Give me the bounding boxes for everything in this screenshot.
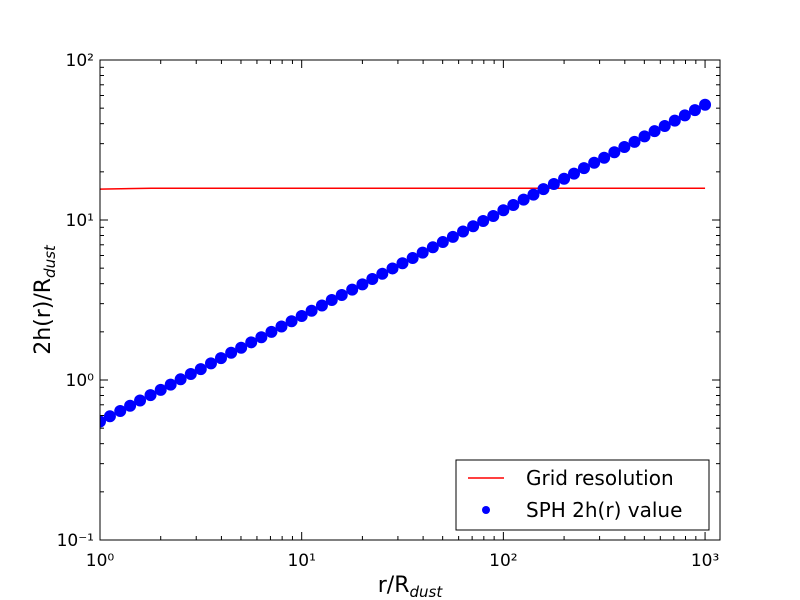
- x-tick-label: 10¹: [287, 551, 315, 571]
- scatter-point: [527, 188, 540, 201]
- scatter-point: [386, 262, 399, 275]
- scatter-point: [255, 331, 268, 344]
- y-tick-label: 10⁰: [66, 371, 95, 391]
- scatter-point: [699, 98, 712, 111]
- scatter-point: [467, 220, 480, 233]
- legend-label: Grid resolution: [526, 466, 674, 490]
- scatter-point: [477, 214, 490, 227]
- scatter-point: [517, 193, 530, 206]
- scatter-point: [144, 389, 157, 402]
- scatter-point: [537, 183, 550, 196]
- scatter-point: [305, 304, 318, 317]
- scatter-point: [134, 394, 147, 407]
- x-label-main: r/R: [378, 573, 410, 598]
- scatter-point: [608, 146, 621, 159]
- scatter-point: [154, 383, 167, 396]
- y-tick-label: 10¹: [66, 211, 94, 231]
- legend-label: SPH 2h(r) value: [526, 498, 682, 522]
- scatter-point: [225, 346, 238, 359]
- scatter-point: [285, 315, 298, 328]
- scatter-point: [648, 125, 661, 138]
- scatter-point: [325, 294, 338, 307]
- scatter-point: [114, 405, 127, 418]
- scatter-point: [588, 156, 601, 169]
- scatter-point: [376, 267, 389, 280]
- scatter-point: [366, 272, 379, 285]
- scatter-point: [356, 278, 369, 291]
- scatter-point: [265, 325, 278, 338]
- scatter-point: [577, 162, 590, 175]
- scatter-point: [628, 135, 641, 148]
- scatter-point: [204, 357, 217, 370]
- plot-frame: [99, 59, 721, 541]
- scatter-point: [275, 320, 288, 333]
- scatter-point: [235, 341, 248, 354]
- scatter-point: [497, 204, 510, 217]
- x-tick-label: 10³: [691, 551, 719, 571]
- scatter-point: [446, 230, 459, 243]
- y-label-main: 2h(r)/R: [31, 278, 56, 355]
- legend-marker: [482, 506, 490, 514]
- scatter-point: [416, 246, 429, 259]
- scatter-point: [658, 119, 671, 132]
- line-series: [100, 187, 706, 190]
- scatter-point: [668, 114, 681, 127]
- scatter-point: [245, 336, 258, 349]
- x-label-sub: dust: [410, 583, 444, 600]
- scatter-point: [426, 241, 439, 254]
- scatter-point: [396, 257, 409, 270]
- x-axis-label: r/Rdust: [378, 573, 444, 600]
- scatter-point: [335, 288, 348, 301]
- scatter-point: [638, 130, 651, 143]
- scatter-point: [346, 283, 359, 296]
- x-tick-label: 10²: [489, 551, 517, 571]
- scatter-point: [618, 140, 631, 153]
- scatter-point: [194, 363, 207, 376]
- scatter-point: [457, 225, 470, 238]
- scatter-point: [678, 109, 691, 122]
- y-label-sub: dust: [41, 244, 59, 278]
- scatter-point: [436, 236, 449, 249]
- scatter-point: [688, 104, 701, 117]
- scatter-point: [174, 373, 187, 386]
- y-axis-label: 2h(r)/Rdust: [31, 244, 59, 355]
- scatter-point: [487, 209, 500, 222]
- x-tick-label: 10⁰: [86, 551, 115, 571]
- scatter-point: [507, 199, 520, 212]
- legend-box: [455, 459, 710, 531]
- scatter-point: [406, 251, 419, 264]
- scatter-point: [598, 151, 611, 164]
- scatter-point: [103, 410, 116, 423]
- scatter-point: [558, 172, 571, 185]
- scatter-point: [164, 378, 177, 391]
- scatter-point: [315, 299, 328, 312]
- legend: Grid resolution SPH 2h(r) value: [455, 459, 710, 531]
- scatter-point: [124, 399, 137, 412]
- scatter-point: [214, 352, 227, 365]
- scatter-point: [547, 177, 560, 190]
- scatter-point: [568, 167, 581, 180]
- y-tick-label: 10⁻¹: [57, 531, 94, 551]
- scatter-point: [295, 310, 308, 323]
- plot-area: [100, 98, 712, 428]
- scatter-point: [184, 368, 197, 381]
- y-tick-label: 10²: [66, 51, 94, 71]
